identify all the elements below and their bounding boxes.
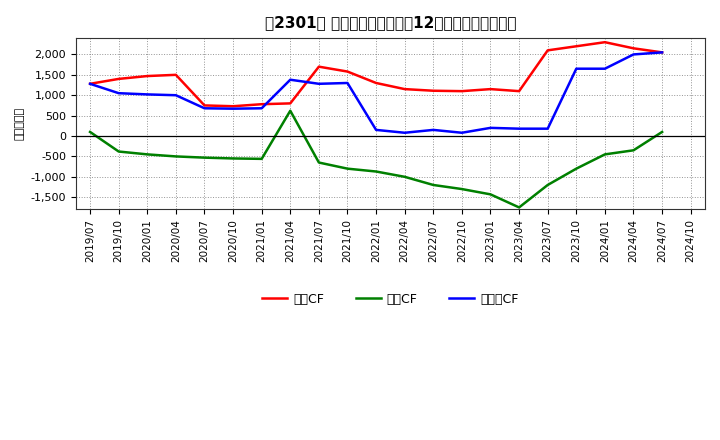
フリーCF — [486, 125, 495, 131]
投資CF — [257, 156, 266, 161]
フリーCF — [572, 66, 580, 71]
フリーCF — [200, 106, 209, 111]
投資CF — [171, 154, 180, 159]
フリーCF — [315, 81, 323, 86]
投資CF — [400, 174, 409, 180]
フリーCF — [372, 127, 380, 132]
フリーCF — [600, 66, 609, 71]
フリーCF — [458, 130, 467, 136]
投資CF — [600, 152, 609, 157]
Line: 営業CF: 営業CF — [90, 42, 662, 106]
投資CF — [200, 155, 209, 160]
営業CF — [400, 87, 409, 92]
投資CF — [343, 166, 352, 171]
営業CF — [600, 40, 609, 45]
投資CF — [429, 182, 438, 187]
営業CF — [143, 73, 152, 79]
営業CF — [458, 88, 467, 94]
投資CF — [544, 182, 552, 187]
投資CF — [572, 166, 580, 171]
営業CF — [486, 87, 495, 92]
投資CF — [229, 156, 238, 161]
投資CF — [515, 205, 523, 210]
フリーCF — [257, 106, 266, 111]
営業CF — [658, 50, 667, 55]
投資CF — [458, 187, 467, 192]
Line: 投資CF: 投資CF — [90, 111, 662, 207]
フリーCF — [400, 130, 409, 136]
投資CF — [286, 108, 294, 114]
フリーCF — [515, 126, 523, 131]
投資CF — [629, 148, 638, 153]
Y-axis label: （百万円）: （百万円） — [15, 107, 25, 140]
営業CF — [372, 81, 380, 86]
フリーCF — [544, 126, 552, 131]
営業CF — [343, 69, 352, 74]
営業CF — [572, 44, 580, 49]
投資CF — [315, 160, 323, 165]
営業CF — [114, 76, 123, 81]
営業CF — [286, 101, 294, 106]
投資CF — [486, 192, 495, 197]
営業CF — [544, 48, 552, 53]
営業CF — [515, 88, 523, 94]
フリーCF — [114, 91, 123, 96]
Legend: 営業CF, 投資CF, フリーCF: 営業CF, 投資CF, フリーCF — [257, 288, 523, 311]
フリーCF — [429, 127, 438, 132]
営業CF — [171, 72, 180, 77]
フリーCF — [658, 50, 667, 55]
投資CF — [143, 152, 152, 157]
フリーCF — [229, 106, 238, 111]
Title: 【2301】 キャッシュフローの12か月移動合計の推移: 【2301】 キャッシュフローの12か月移動合計の推移 — [265, 15, 516, 30]
営業CF — [257, 102, 266, 107]
フリーCF — [143, 92, 152, 97]
フリーCF — [343, 81, 352, 86]
フリーCF — [286, 77, 294, 82]
投資CF — [372, 169, 380, 174]
営業CF — [429, 88, 438, 93]
投資CF — [114, 149, 123, 154]
投資CF — [658, 129, 667, 135]
営業CF — [200, 103, 209, 108]
営業CF — [86, 81, 94, 86]
営業CF — [629, 46, 638, 51]
フリーCF — [86, 81, 94, 86]
フリーCF — [629, 52, 638, 57]
Line: フリーCF: フリーCF — [90, 52, 662, 133]
営業CF — [229, 103, 238, 109]
フリーCF — [171, 92, 180, 98]
投資CF — [86, 129, 94, 135]
営業CF — [315, 64, 323, 70]
